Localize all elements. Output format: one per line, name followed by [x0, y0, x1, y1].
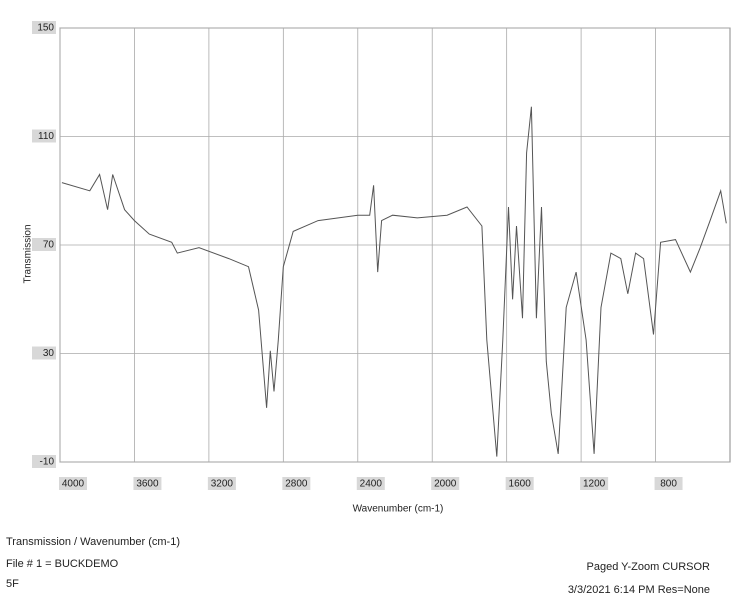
y-tick-label: 150 — [37, 23, 54, 34]
y-tick-label: 70 — [43, 240, 55, 251]
x-tick-box — [207, 477, 236, 490]
x-tick-label: 1200 — [583, 479, 606, 490]
x-tick-label: 800 — [660, 479, 677, 490]
footer-title: Transmission / Wavenumber (cm-1) — [6, 536, 180, 548]
y-tick-box — [32, 129, 56, 143]
x-tick-label: 2000 — [434, 479, 457, 490]
x-tick-label: 2400 — [360, 479, 383, 490]
footer-date: 3/3/2021 6:14 PM Res=None — [568, 584, 710, 596]
x-tick-box — [282, 477, 311, 490]
footer-mode: Paged Y-Zoom CURSOR — [587, 561, 711, 573]
x-tick-label: 4000 — [62, 479, 85, 490]
y-axis-label: Transmission — [23, 224, 34, 283]
x-tick-box — [59, 477, 87, 490]
y-tick-label: -10 — [40, 457, 55, 468]
x-tick-box — [133, 477, 162, 490]
x-tick-box — [431, 477, 460, 490]
y-tick-box — [32, 455, 56, 468]
y-tick-box — [32, 21, 56, 34]
x-tick-label: 3600 — [136, 479, 159, 490]
y-tick-label: 30 — [43, 348, 55, 359]
x-tick-label: 3200 — [211, 479, 234, 490]
y-tick-box — [32, 346, 56, 360]
y-tick-box — [32, 238, 56, 251]
x-axis-label: Wavenumber (cm-1) — [353, 504, 444, 515]
x-tick-box — [505, 477, 534, 490]
x-tick-label: 1600 — [509, 479, 532, 490]
y-tick-label: 110 — [38, 131, 54, 142]
x-tick-box — [356, 477, 385, 490]
footer-note: 5F — [6, 578, 19, 590]
x-tick-label: 2800 — [285, 479, 308, 490]
spectrum-line — [61, 106, 727, 457]
x-tick-box — [580, 477, 609, 490]
x-tick-box — [654, 477, 683, 490]
footer-file: File # 1 = BUCKDEMO — [6, 558, 119, 570]
